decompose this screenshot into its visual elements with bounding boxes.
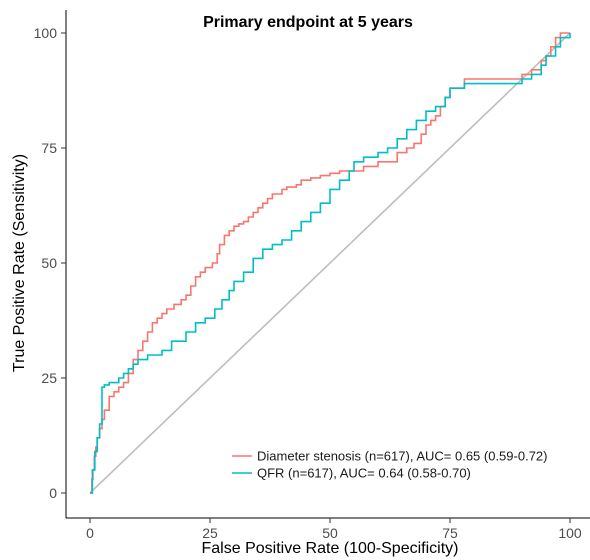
y-tick-label: 25 xyxy=(41,370,57,386)
y-axis-title: True Positive Rate (Sensitivity) xyxy=(11,154,28,372)
legend-label: QFR (n=617), AUC= 0.64 (0.58-0.70) xyxy=(257,466,471,481)
reference-diagonal-layer xyxy=(89,32,571,494)
y-tick-label: 50 xyxy=(41,255,57,271)
legend: Diameter stenosis (n=617), AUC= 0.65 (0.… xyxy=(232,449,547,481)
x-axis-ticks: 0 25 50 75 100 xyxy=(86,518,582,541)
chart-title: Primary endpoint at 5 years xyxy=(203,14,413,31)
x-tick-label: 100 xyxy=(558,525,582,541)
y-tick-label: 100 xyxy=(34,25,58,41)
series-layer xyxy=(90,32,571,494)
x-tick-label: 75 xyxy=(442,525,458,541)
legend-label: Diameter stenosis (n=617), AUC= 0.65 (0.… xyxy=(257,449,547,464)
x-tick-label: 25 xyxy=(202,525,218,541)
x-axis-title: False Positive Rate (100-Specificity) xyxy=(202,540,459,557)
x-tick-label: 0 xyxy=(86,525,94,541)
reference-diagonal xyxy=(89,32,571,494)
y-axis-ticks: 0 25 50 75 100 xyxy=(34,25,66,501)
y-tick-label: 0 xyxy=(49,485,57,501)
y-tick-label: 75 xyxy=(41,140,57,156)
series-line-qfr xyxy=(90,33,571,494)
x-tick-label: 50 xyxy=(322,525,338,541)
